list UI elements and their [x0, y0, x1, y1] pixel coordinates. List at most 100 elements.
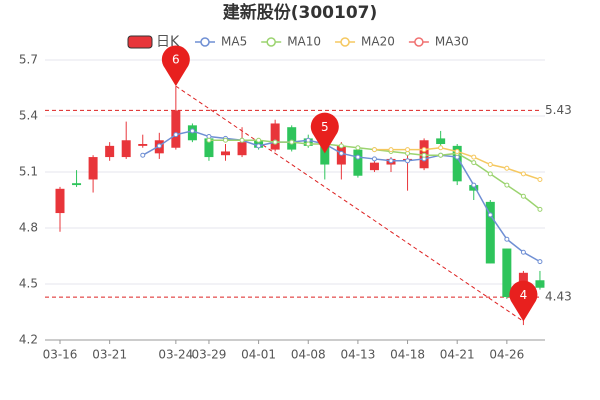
legend-marker — [200, 37, 210, 47]
ma-point — [405, 147, 411, 153]
x-tick-label: 04-26 — [489, 348, 524, 362]
candle-body — [221, 151, 230, 156]
candle-body — [369, 162, 379, 171]
ma-point — [537, 176, 543, 182]
ma-point — [504, 236, 510, 242]
candle-body — [502, 248, 512, 298]
ma-point — [471, 182, 477, 188]
legend-marker — [414, 37, 424, 47]
legend-label: MA10 — [287, 35, 321, 49]
ma-point — [338, 143, 344, 149]
candle-body — [270, 123, 280, 150]
x-tick-label: 04-08 — [291, 348, 326, 362]
y-tick-label: 4.8 — [19, 221, 38, 235]
x-tick-label: 04-21 — [440, 348, 475, 362]
ma-point — [272, 139, 278, 145]
x-tick-label: 03-21 — [92, 348, 127, 362]
annotation-label: 6 — [172, 53, 180, 67]
candle-body — [204, 138, 214, 158]
ma-point — [537, 259, 543, 265]
legend-label: MA5 — [221, 35, 247, 49]
y-tick-label: 5.7 — [19, 53, 38, 67]
annotation-pin — [509, 280, 538, 322]
ma-point — [156, 143, 162, 149]
annotation-label: 5 — [321, 120, 329, 134]
ma-point — [487, 162, 493, 168]
candle-body — [469, 185, 479, 191]
ma-point — [487, 171, 493, 177]
y-tick-label: 5.1 — [19, 165, 38, 179]
candle-body — [353, 149, 363, 176]
legend-label: MA20 — [361, 35, 395, 49]
ma-point — [371, 156, 377, 162]
legend-marker — [340, 37, 350, 47]
ma-point — [421, 147, 427, 153]
ma-point — [256, 143, 262, 149]
ma-point — [454, 148, 460, 154]
ma-point — [520, 193, 526, 199]
ma-point — [239, 137, 245, 143]
ma-point — [289, 139, 295, 145]
trend-line — [175, 85, 524, 322]
candle-body — [105, 145, 115, 158]
ma-point — [338, 150, 344, 156]
y-tick-label: 4.5 — [19, 277, 38, 291]
candle-body — [436, 138, 446, 144]
ma-point — [504, 165, 510, 171]
ma-point — [355, 154, 361, 160]
chart-title: 建新股份(300107) — [223, 2, 378, 23]
annotation-pin — [310, 112, 339, 154]
candle-body — [287, 127, 297, 150]
candle-body — [452, 145, 462, 182]
ma-point — [405, 158, 411, 164]
legend-label: MA30 — [435, 35, 469, 49]
y-tick-label: 5.4 — [19, 109, 38, 123]
x-tick-label: 03-24 — [158, 348, 193, 362]
candle-body — [485, 201, 495, 264]
ma-point — [471, 154, 477, 160]
x-tick-label: 04-01 — [241, 348, 276, 362]
ma-point — [487, 212, 493, 218]
candle-body — [320, 145, 330, 165]
reference-label: 4.43 — [545, 290, 572, 304]
x-tick-label: 03-29 — [192, 348, 227, 362]
candle-body — [535, 280, 545, 288]
candle-body — [171, 110, 181, 148]
candle-body — [121, 140, 131, 158]
ma-point — [189, 128, 195, 134]
ma-point — [438, 145, 444, 151]
ma-point — [471, 160, 477, 166]
candle-body — [55, 188, 65, 214]
candle-body — [237, 142, 247, 156]
ma-point — [140, 152, 146, 158]
candle-body — [138, 144, 148, 146]
legend-marker — [266, 37, 276, 47]
ma-point — [388, 147, 394, 153]
ma-point — [520, 249, 526, 255]
ma-point — [305, 141, 311, 147]
x-tick-label: 04-13 — [340, 348, 375, 362]
ma-point — [355, 145, 361, 151]
legend-label: 日K — [156, 34, 180, 50]
y-tick-label: 4.2 — [19, 333, 38, 347]
annotation-pin — [161, 45, 190, 87]
reference-label: 5.43 — [545, 103, 572, 117]
ma-point — [388, 158, 394, 164]
ma-point — [504, 182, 510, 188]
ma-point — [537, 206, 543, 212]
x-tick-label: 04-18 — [390, 348, 425, 362]
ma-point — [438, 152, 444, 158]
ma-point — [223, 137, 228, 143]
candle-body — [88, 157, 98, 180]
ma-point — [256, 137, 262, 143]
annotation-label: 4 — [520, 288, 528, 302]
ma-point — [371, 147, 377, 153]
ma-point — [173, 132, 179, 138]
ma-point — [421, 152, 427, 158]
legend-swatch — [127, 35, 153, 49]
ma-point — [206, 137, 212, 143]
ma-point — [520, 171, 526, 177]
candle-body — [72, 183, 82, 186]
x-tick-label: 03-16 — [43, 348, 78, 362]
